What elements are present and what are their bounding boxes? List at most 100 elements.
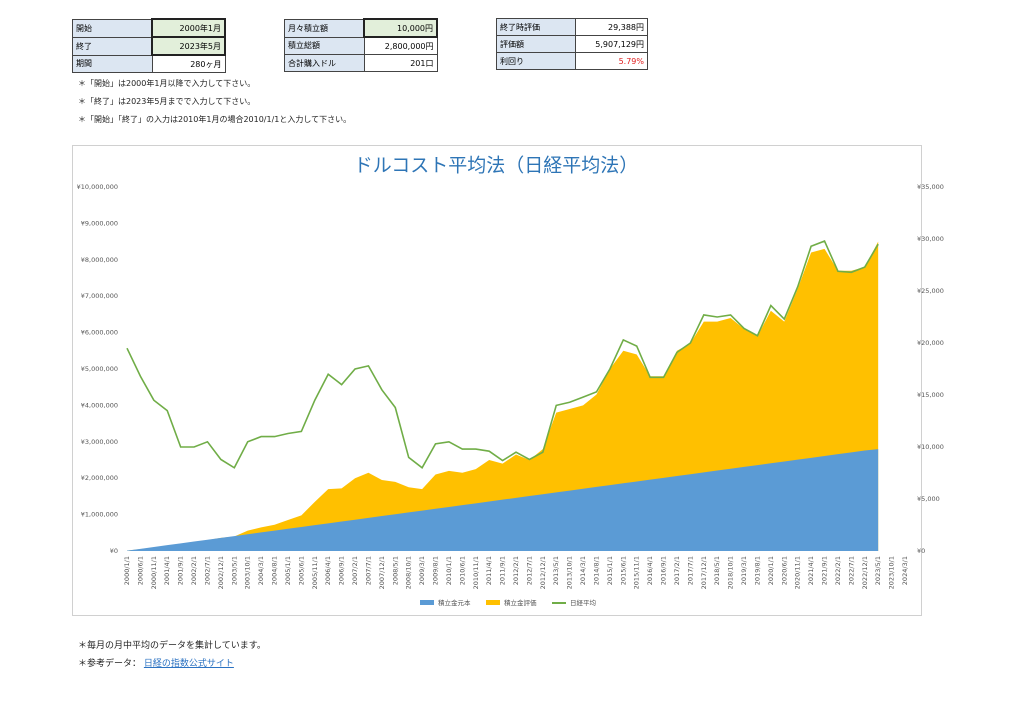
cell: 利回り [496, 52, 576, 70]
x-tick-label: 2020/11/1 [794, 556, 802, 589]
x-tick-label: 2012/2/1 [512, 556, 520, 585]
x-tick-label: 2017/12/1 [700, 556, 708, 589]
x-tick-label: 2022/2/1 [834, 556, 842, 585]
x-tick-label: 2019/8/1 [753, 556, 761, 585]
x-tick-label: 2004/3/1 [257, 556, 265, 585]
x-tick-label: 2010/11/1 [472, 556, 480, 589]
y2-tick-label: ¥5,000 [917, 495, 940, 503]
legend-label: 積立金元本 [438, 598, 471, 607]
x-tick-label: 2007/7/1 [364, 556, 372, 585]
ref-link[interactable]: 日経の指数公式サイト [143, 659, 234, 669]
legend-label: 日経平均 [570, 598, 597, 607]
x-tick-label: 2009/8/1 [432, 556, 440, 585]
x-tick-label: 2016/4/1 [646, 556, 654, 585]
x-tick-label: 2016/9/1 [660, 556, 668, 585]
x-tick-label: 2009/3/1 [418, 556, 426, 585]
x-tick-label: 2023/5/1 [874, 556, 882, 585]
x-tick-label: 2015/6/1 [619, 556, 627, 585]
y2-tick-label: ¥15,000 [917, 391, 944, 399]
x-tick-label: 2015/11/1 [633, 556, 641, 589]
x-tick-label: 2020/6/1 [780, 556, 788, 585]
cell: 終了 [72, 36, 153, 56]
cell: 月々積立額 [284, 18, 365, 38]
amount-table: 月々積立額 10,000円 積立総額 2,800,000円 合計購入ドル 201口 [284, 18, 438, 72]
x-tick-label: 2018/10/1 [727, 556, 735, 589]
x-tick-label: 2005/1/1 [284, 556, 292, 585]
cell: 終了時評価 [496, 18, 576, 36]
footer-note: ＊毎月の月中平均のデータを集計しています。 [78, 641, 266, 651]
x-tick-label: 2002/12/1 [217, 556, 225, 589]
x-tick-label: 2020/1/1 [767, 556, 775, 585]
input-cell[interactable]: 2000年1月 [151, 18, 226, 38]
x-tick-label: 2002/7/1 [203, 556, 211, 585]
x-tick-label: 2008/5/1 [391, 556, 399, 585]
y-tick-label: ¥5,000,000 [81, 365, 118, 373]
y2-tick-label: ¥25,000 [917, 287, 944, 295]
ref-label: ＊参考データ： [78, 659, 142, 669]
x-tick-label: 2024/3/1 [901, 556, 909, 585]
y2-tick-label: ¥10,000 [917, 443, 944, 451]
x-tick-label: 2017/7/1 [686, 556, 694, 585]
footer-ref: ＊参考データ： 日経の指数公式サイト [78, 656, 234, 669]
cell: 合計購入ドル [284, 54, 365, 72]
x-tick-label: 2010/1/1 [445, 556, 453, 585]
y-tick-label: ¥9,000,000 [81, 219, 118, 227]
y2-tick-label: ¥20,000 [917, 339, 944, 347]
cell: 280ヶ月 [151, 54, 226, 73]
area [127, 241, 879, 551]
x-tick-label: 2022/12/1 [861, 556, 869, 589]
y-tick-label: ¥1,000,000 [81, 511, 118, 519]
x-tick-label: 2004/8/1 [271, 556, 279, 585]
note: ＊「終了」は2023年5月までで入力して下さい。 [78, 97, 256, 106]
input-cell[interactable]: 2023年5月 [151, 36, 226, 56]
x-tick-label: 2021/4/1 [807, 556, 815, 585]
y-tick-label: ¥10,000,000 [77, 183, 118, 191]
x-tick-label: 2000/1/1 [123, 556, 131, 585]
x-tick-label: 2011/9/1 [499, 556, 507, 585]
x-tick-label: 2013/10/1 [566, 556, 574, 589]
note: ＊「開始」「終了」の入力は2010年1月の場合2010/1/1と入力して下さい。 [78, 115, 352, 124]
x-tick-label: 2013/5/1 [552, 556, 560, 585]
y-tick-label: ¥8,000,000 [81, 256, 118, 264]
x-tick-label: 2003/10/1 [244, 556, 252, 589]
y2-tick-label: ¥35,000 [917, 183, 944, 191]
cell: 5,907,129円 [575, 35, 648, 53]
x-tick-label: 2006/9/1 [338, 556, 346, 585]
x-tick-label: 2007/12/1 [378, 556, 386, 589]
x-tick-label: 2003/5/1 [230, 556, 238, 585]
x-tick-label: 2023/10/1 [888, 556, 896, 589]
input-cell[interactable]: 10,000円 [363, 18, 438, 38]
y-tick-label: ¥7,000,000 [81, 292, 118, 300]
x-tick-label: 2005/11/1 [311, 556, 319, 589]
y2-tick-label: ¥0 [917, 547, 925, 555]
legend-swatch [420, 600, 434, 605]
x-tick-label: 2017/2/1 [673, 556, 681, 585]
x-tick-label: 2005/6/1 [297, 556, 305, 585]
x-tick-label: 2002/2/1 [190, 556, 198, 585]
line [126, 240, 879, 470]
y-tick-label: ¥2,000,000 [81, 474, 118, 482]
x-tick-label: 2000/11/1 [150, 556, 158, 589]
y-tick-label: ¥4,000,000 [81, 401, 118, 409]
note: ＊「開始」は2000年1月以降で入力して下さい。 [78, 79, 256, 88]
x-tick-label: 2022/7/1 [847, 556, 855, 585]
y-tick-label: ¥6,000,000 [81, 329, 118, 337]
x-tick-label: 2021/9/1 [821, 556, 829, 585]
x-tick-label: 2015/1/1 [606, 556, 614, 585]
y-tick-label: ¥3,000,000 [81, 438, 118, 446]
cell: 201口 [363, 54, 438, 72]
x-tick-label: 2007/2/1 [351, 556, 359, 585]
x-tick-label: 2001/4/1 [163, 556, 171, 585]
y-tick-label: ¥0 [110, 547, 118, 555]
x-tick-label: 2014/8/1 [592, 556, 600, 585]
x-tick-label: 2000/6/1 [136, 556, 144, 585]
cell: 積立総額 [284, 36, 365, 55]
result-table: 終了時評価 29,388円 評価額 5,907,129円 利回り 5.79% [496, 18, 648, 70]
chart-frame [72, 145, 922, 616]
cell: 開始 [72, 18, 153, 38]
legend-swatch [486, 600, 500, 605]
chart-title: ドルコスト平均法（日経平均法） [354, 155, 639, 177]
x-tick-label: 2014/3/1 [579, 556, 587, 585]
